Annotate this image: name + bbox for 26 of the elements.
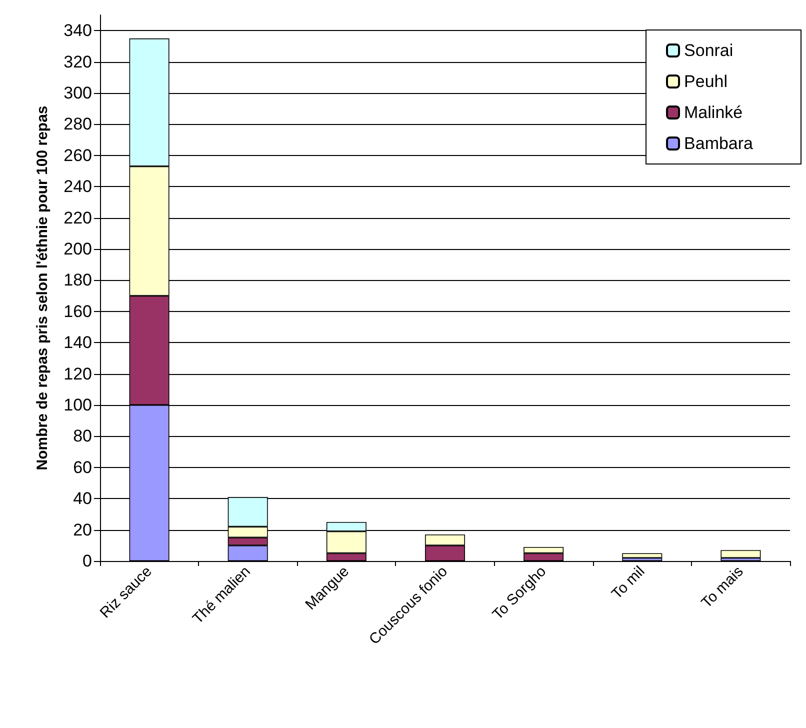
legend-label: Malinké <box>684 103 743 122</box>
y-tick-label: 0 <box>82 552 92 570</box>
y-tick-label: 20 <box>73 520 92 540</box>
y-tick-label: 280 <box>64 114 92 134</box>
y-tick-label: 340 <box>64 21 92 40</box>
y-tick-label: 260 <box>64 146 92 165</box>
y-tick-label: 60 <box>73 458 92 477</box>
y-tick-label: 120 <box>64 364 92 384</box>
y-tick-label: 40 <box>73 489 92 508</box>
legend-label: Bambara <box>684 134 754 153</box>
y-tick-label: 200 <box>64 240 92 258</box>
y-tick-label: 180 <box>64 270 92 290</box>
y-tick-label: 160 <box>64 302 92 321</box>
y-tick-label: 320 <box>64 52 92 72</box>
y-tick-label: 300 <box>64 84 92 102</box>
y-tick-label: 220 <box>64 208 92 228</box>
x-tick-label: To mil <box>608 562 648 603</box>
y-tick-label: 240 <box>64 177 92 196</box>
y-tick-label: 100 <box>64 396 92 414</box>
y-axis-title: Nombre de repas pris selon l'éthnie pour 100 repas <box>34 106 51 470</box>
bar <box>622 553 662 558</box>
legend-label: Sonrai <box>684 41 734 60</box>
y-tick-label: 140 <box>64 333 92 352</box>
y-tick-label: 80 <box>73 426 92 446</box>
legend-label: Peuhl <box>684 72 728 91</box>
bar <box>720 550 761 558</box>
